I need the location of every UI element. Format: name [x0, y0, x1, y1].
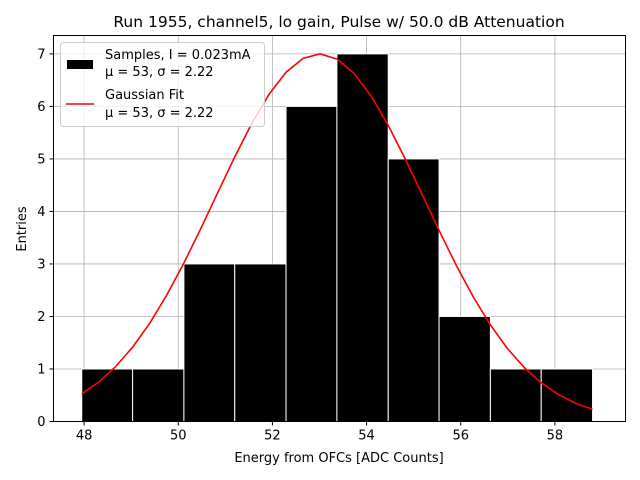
- histogram-bar: [132, 368, 185, 423]
- y-tick-label: 5: [37, 152, 45, 167]
- y-tick-label: 3: [37, 257, 45, 272]
- legend-samples-label: Samples, I = 0.023mA: [105, 48, 251, 63]
- x-tick-label: 50: [170, 429, 187, 444]
- y-tick-label: 2: [37, 310, 45, 325]
- x-tick-label: 56: [452, 429, 469, 444]
- histogram-bar: [183, 263, 236, 422]
- x-axis-label: Energy from OFCs [ADC Counts]: [234, 451, 443, 466]
- y-axis-ticks: 0 1 2 3 4 5 6 7: [37, 47, 54, 430]
- plot-frame: [53, 35, 626, 422]
- y-tick-label: 4: [37, 205, 45, 220]
- gaussian-fit-line: [81, 53, 593, 411]
- histogram-bar: [438, 315, 491, 422]
- y-axis-label: Entries: [15, 206, 30, 252]
- y-tick-label: 7: [37, 47, 45, 62]
- histogram-bar: [81, 368, 134, 423]
- legend-box: [60, 42, 265, 127]
- legend-fit-stats: μ = 53, σ = 2.22: [105, 106, 214, 121]
- y-tick-label: 1: [37, 362, 45, 377]
- histogram-bar: [234, 263, 287, 422]
- legend-samples-swatch: [67, 60, 93, 69]
- chart-title: Run 1955, channel5, lo gain, Pulse w/ 50…: [113, 13, 564, 31]
- y-tick-label: 6: [37, 100, 45, 115]
- x-tick-label: 58: [547, 429, 564, 444]
- x-tick-label: 52: [264, 429, 281, 444]
- legend-samples-stats: μ = 53, σ = 2.22: [105, 65, 214, 80]
- x-axis-ticks: 48 50 52 54 56 58: [76, 421, 564, 444]
- histogram-bar: [336, 53, 389, 422]
- legend: Samples, I = 0.023mA μ = 53, σ = 2.22 Ga…: [60, 42, 265, 127]
- histogram-bars: [81, 53, 594, 423]
- histogram-bar: [285, 105, 338, 423]
- legend-fit-label: Gaussian Fit: [105, 88, 184, 103]
- histogram-bar: [540, 368, 594, 423]
- y-tick-label: 0: [37, 415, 45, 430]
- x-tick-label: 48: [76, 429, 93, 444]
- histogram-bar: [387, 158, 440, 422]
- x-tick-label: 54: [358, 429, 375, 444]
